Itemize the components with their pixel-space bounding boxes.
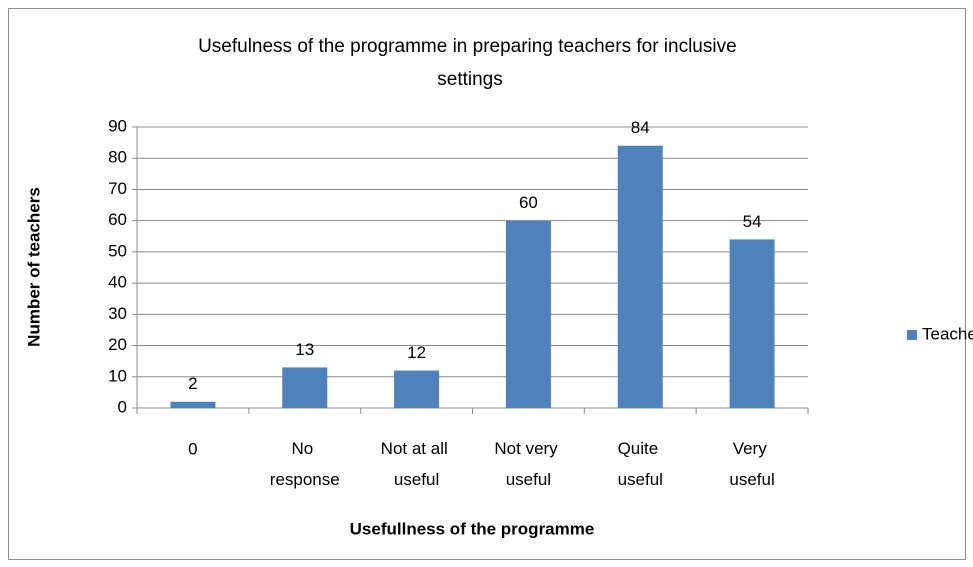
y-tick-label: 50 bbox=[108, 241, 127, 260]
chart-border bbox=[8, 8, 966, 560]
x-axis-label: Usefullness of the programme bbox=[350, 519, 595, 538]
x-tick-label: 0 bbox=[188, 439, 197, 458]
y-tick-label: 40 bbox=[108, 273, 127, 292]
x-tick-label: Not very useful bbox=[494, 439, 562, 489]
x-tick-label: No response bbox=[270, 439, 340, 489]
y-axis-label: Number of teachers bbox=[24, 187, 43, 347]
legend-label: Teachers bbox=[922, 324, 973, 343]
bar bbox=[170, 401, 216, 408]
x-tick-label: Not at all useful bbox=[381, 439, 453, 489]
data-label: 12 bbox=[407, 343, 426, 362]
chart-title: Usefulness of the programme in preparing… bbox=[198, 36, 742, 90]
bar bbox=[729, 239, 775, 408]
y-tick-label: 90 bbox=[108, 116, 127, 135]
bar bbox=[394, 370, 440, 408]
bar bbox=[505, 220, 551, 408]
data-label: 54 bbox=[743, 212, 762, 231]
x-tick-label: Very useful bbox=[729, 439, 774, 489]
x-tick-label: Quite useful bbox=[618, 439, 663, 489]
y-tick-label: 80 bbox=[108, 148, 127, 167]
y-tick-label: 0 bbox=[118, 397, 127, 416]
bar bbox=[617, 145, 663, 408]
data-label: 84 bbox=[631, 118, 650, 137]
y-tick-label: 10 bbox=[108, 366, 127, 385]
y-tick-label: 20 bbox=[108, 335, 127, 354]
legend-swatch bbox=[907, 330, 917, 340]
bar bbox=[282, 367, 328, 408]
data-label: 60 bbox=[519, 193, 538, 212]
y-tick-label: 60 bbox=[108, 210, 127, 229]
y-tick-label: 30 bbox=[108, 304, 127, 323]
data-label: 13 bbox=[295, 340, 314, 359]
y-tick-label: 70 bbox=[108, 179, 127, 198]
data-label: 2 bbox=[188, 374, 197, 393]
